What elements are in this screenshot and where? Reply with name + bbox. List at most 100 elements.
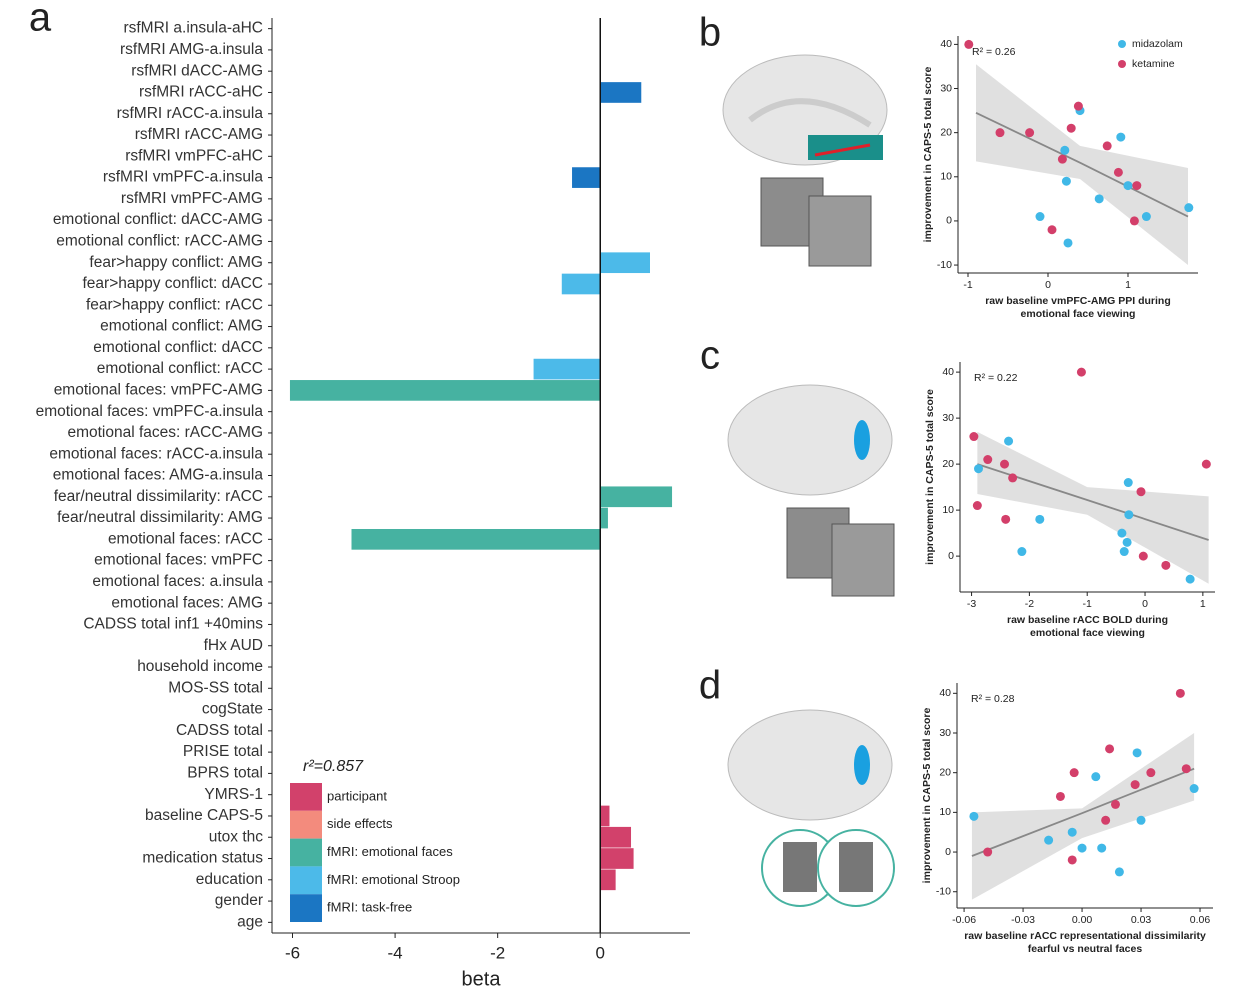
point <box>1047 225 1057 235</box>
point <box>1122 537 1132 547</box>
point <box>1141 212 1151 222</box>
point <box>1061 176 1071 186</box>
category-label: utox thc <box>209 828 264 845</box>
point <box>1129 216 1139 226</box>
point <box>1123 181 1133 191</box>
panel-label: c <box>700 334 720 378</box>
scatter-panel: 0 10 20 30 40 -3 -2 -1 0 1 raw baseline rACC BOLD … <box>924 362 1215 639</box>
y-axis-title: improvement in CAPS-5 total score <box>922 67 934 243</box>
x-tick-label: 1 <box>1200 598 1206 610</box>
point <box>1175 688 1185 698</box>
point <box>1008 473 1018 483</box>
legend-marker <box>1118 60 1126 68</box>
face-image <box>839 842 873 892</box>
legend-label: side effects <box>327 816 393 831</box>
point <box>1136 815 1146 825</box>
x-axis-title: emotional face viewing <box>1021 308 1136 320</box>
category-label: rsfMRI AMG-a.insula <box>120 41 263 58</box>
x-tick-label: 0 <box>1045 279 1051 291</box>
category-label: rsfMRI rACC-AMG <box>135 126 263 143</box>
point <box>1067 827 1077 837</box>
x-axis-title: fearful vs neutral faces <box>1028 943 1143 955</box>
x-tick-label: -2 <box>490 943 505 962</box>
category-label: emotional faces: AMG <box>111 594 263 611</box>
category-label: emotional conflict: rACC-AMG <box>56 233 263 250</box>
legend-label: fMRI: emotional Stroop <box>327 872 460 887</box>
bar <box>600 869 616 891</box>
x-tick-label: -0.06 <box>952 914 976 926</box>
annotation: r²=0.857 <box>303 758 364 775</box>
point <box>1004 436 1014 446</box>
y-tick-label: 40 <box>939 687 951 699</box>
category-label: rsfMRI vmPFC-a.insula <box>103 169 264 186</box>
x-axis-title: beta <box>462 968 502 990</box>
bar <box>572 167 601 188</box>
x-tick-label: -1 <box>963 279 972 291</box>
category-label: medication status <box>142 850 263 867</box>
y-tick-label: 10 <box>942 504 954 516</box>
bar <box>600 82 642 103</box>
point <box>1119 547 1129 557</box>
y-tick-label: 20 <box>939 766 951 778</box>
point <box>1017 547 1027 557</box>
point <box>1060 145 1070 155</box>
y-tick-label: 20 <box>940 126 952 138</box>
panel-label: d <box>699 664 721 708</box>
y-tick-label: 20 <box>942 458 954 470</box>
x-tick-label: -2 <box>1025 598 1034 610</box>
point <box>969 432 979 442</box>
point <box>974 464 984 474</box>
category-label: emotional conflict: dACC <box>93 339 263 356</box>
category-label: emotional conflict: AMG <box>100 318 263 335</box>
category-label: PRISE total <box>183 743 263 760</box>
confidence-band <box>971 733 1195 900</box>
category-label: fear/neutral dissimilarity: AMG <box>57 509 263 526</box>
category-label: rsfMRI rACC-a.insula <box>117 105 264 122</box>
x-tick-label: -4 <box>388 943 403 962</box>
brain-detail <box>748 98 872 128</box>
point <box>1073 101 1083 111</box>
category-label: emotional faces: a.insula <box>92 573 263 590</box>
point <box>1044 835 1054 845</box>
category-label: rsfMRI vmPFC-aHC <box>125 147 263 164</box>
category-label: fear/neutral dissimilarity: rACC <box>54 488 263 505</box>
point <box>1136 487 1146 497</box>
point <box>1097 843 1107 853</box>
brain-roi <box>854 420 870 460</box>
brain-roi <box>808 135 883 160</box>
legend-label: midazolam <box>1132 38 1183 50</box>
x-tick-label: 1 <box>1125 279 1131 291</box>
point <box>1130 780 1140 790</box>
bar <box>533 358 601 380</box>
y-tick-label: 0 <box>945 846 951 858</box>
category-label: fear>happy conflict: rACC <box>86 296 263 313</box>
category-label: emotional conflict: dACC-AMG <box>53 211 263 228</box>
panel-label: b <box>699 11 721 55</box>
connection-arrow <box>814 143 871 157</box>
point <box>1181 764 1191 774</box>
illustrations <box>722 54 895 907</box>
point <box>1189 784 1199 794</box>
point <box>1001 514 1011 524</box>
y-tick-label: -10 <box>936 886 951 898</box>
point <box>1123 478 1133 488</box>
x-tick-label: 0 <box>1142 598 1148 610</box>
point <box>1091 772 1101 782</box>
category-label: emotional faces: AMG-a.insula <box>53 467 264 484</box>
x-axis-title: emotional face viewing <box>1030 627 1145 639</box>
category-label: MOS-SS total <box>168 679 263 696</box>
point <box>1117 528 1127 538</box>
face-image <box>831 523 895 597</box>
legend-label: fMRI: emotional faces <box>327 844 453 859</box>
point <box>964 39 974 49</box>
point <box>1132 181 1142 191</box>
point <box>1101 815 1111 825</box>
point <box>983 455 993 465</box>
point <box>1138 551 1148 561</box>
bar <box>600 507 608 529</box>
annotation: R² = 0.28 <box>971 693 1015 705</box>
point <box>1094 194 1104 204</box>
bar <box>600 826 632 848</box>
category-label: rsfMRI dACC-AMG <box>131 62 263 79</box>
